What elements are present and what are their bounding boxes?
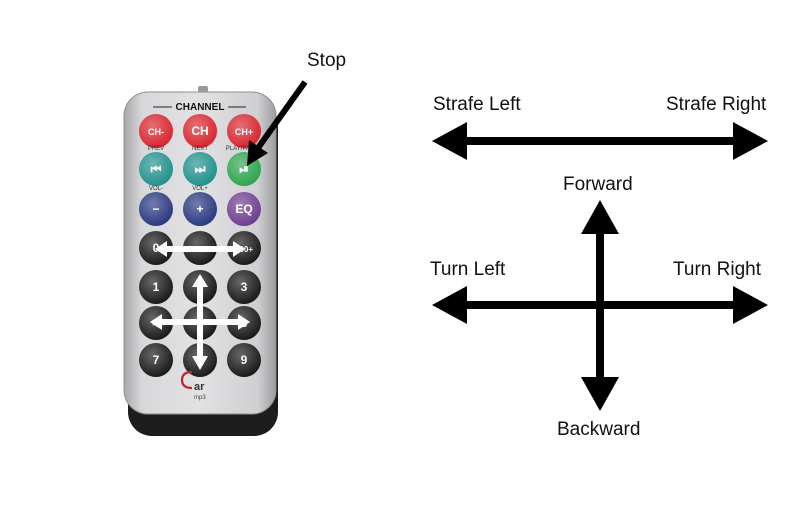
remote-button-caption: NEXT: [192, 146, 208, 152]
remote-button-caption: VOL-: [149, 186, 163, 192]
brand-logo-text: ar: [194, 381, 205, 393]
remote-control: CHANNEL CH-CHCH+⏮⏭⏯−+EQ0100+200+12345678…: [123, 86, 278, 436]
forward-label: Forward: [563, 174, 633, 195]
forward-backward-arrow: [581, 200, 619, 411]
stop-arrow-shaft: [255, 80, 308, 150]
remote-button-shine: [183, 114, 217, 148]
strafe-arrow-shape: [432, 122, 768, 160]
stop-label: Stop: [307, 50, 347, 71]
stop-arrow-head: [247, 140, 268, 166]
remote-button-shine: [139, 114, 173, 148]
remote-button-shine: [227, 192, 261, 226]
forward-backward-arrow-shape: [581, 200, 619, 411]
remote-button-shine: [227, 231, 261, 265]
strafe-arrow: [432, 122, 768, 160]
backward-label: Backward: [557, 419, 641, 440]
brand-logo: ar mp3: [180, 370, 206, 401]
remote-button-shine: [183, 192, 217, 226]
remote-button-shine: [139, 343, 173, 377]
remote-button-caption: PLAY/PAUSE: [226, 146, 262, 152]
remote-button-label: ⏮: [151, 162, 162, 176]
remote-button-label: CH-: [148, 127, 164, 137]
turn-left-label: Turn Left: [430, 259, 506, 280]
stop-callout-arrow: [247, 80, 308, 166]
remote-button-shine: [139, 152, 173, 186]
remote-overlay-arrows: [150, 241, 250, 370]
remote-button-shine: [227, 343, 261, 377]
remote-button-label: 7: [153, 353, 160, 367]
remote-button-label: +: [196, 202, 203, 216]
remote-button-label: 0: [153, 241, 160, 255]
remote-button-label: ⏭: [195, 162, 206, 176]
remote-button-label: CH+: [235, 127, 253, 137]
turn-right-label: Turn Right: [673, 259, 761, 280]
remote-button-label: 3: [241, 280, 248, 294]
remote-button-shine: [227, 270, 261, 304]
remote-button-shine: [183, 152, 217, 186]
remote-button-shine: [139, 270, 173, 304]
strafe-left-label: Strafe Left: [433, 94, 521, 115]
remote-top-ridge: [198, 86, 208, 92]
remote-button-shine: [139, 231, 173, 265]
remote-button-shine: [227, 114, 261, 148]
remote-button-label: −: [152, 202, 159, 216]
brand-logo-subtext: mp3: [194, 395, 206, 401]
channel-header: CHANNEL: [176, 102, 225, 113]
remote-button-label: CH: [191, 124, 208, 138]
overlay-arrow-vertical: [192, 274, 208, 370]
remote-button-label: 9: [241, 353, 248, 367]
remote-button-caption: PREV: [148, 146, 164, 152]
remote-button-label: EQ: [235, 202, 252, 216]
remote-button-grid: CH-CHCH+⏮⏭⏯−+EQ0100+200+123456789PREVNEX…: [139, 114, 262, 377]
remote-button-shine: [139, 192, 173, 226]
remote-button-label: 1: [153, 280, 160, 294]
brand-logo-swoosh: [180, 370, 193, 390]
overlay-arrow-strafe: [155, 241, 245, 257]
remote-button-label: ⏯: [239, 162, 249, 176]
strafe-right-label: Strafe Right: [666, 94, 767, 115]
remote-button-caption: VOL+: [192, 186, 208, 192]
